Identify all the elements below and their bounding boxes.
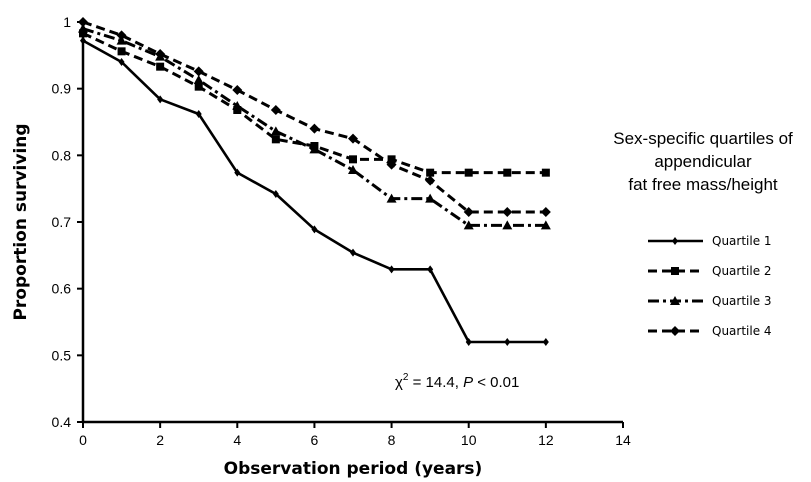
- legend-swatch-marker: [670, 296, 680, 305]
- legend-label: Quartile 4: [712, 324, 772, 338]
- x-tick-label: 2: [156, 432, 164, 448]
- y-axis-title: Proportion surviving: [11, 123, 31, 320]
- data-point: [387, 155, 396, 164]
- chi-symbol: χ: [395, 374, 403, 391]
- chi-square-annotation: χ2 = 14.4, P < 0.01: [395, 372, 519, 391]
- data-point: [270, 126, 281, 136]
- data-point: [309, 123, 320, 134]
- y-tick-label: 0.8: [52, 147, 72, 163]
- legend-title-line: fat free mass/height: [628, 175, 778, 194]
- legend: Sex-specific quartiles of appendicular fat…: [613, 129, 793, 338]
- x-tick-label: 14: [615, 432, 631, 448]
- data-point: [542, 338, 549, 346]
- data-point: [117, 47, 126, 56]
- data-point: [425, 175, 436, 186]
- data-point: [309, 144, 320, 154]
- x-tick-label: 0: [79, 432, 87, 448]
- data-point: [386, 193, 397, 203]
- stat-value: = 14.4,: [408, 374, 463, 391]
- x-tick-label: 4: [233, 432, 241, 448]
- data-point: [195, 110, 202, 118]
- series-line: [82, 39, 546, 344]
- series-line: [82, 20, 546, 214]
- data-point: [386, 159, 397, 170]
- p-symbol: P: [463, 374, 473, 391]
- y-tick-label: 0.5: [52, 347, 72, 363]
- data-point: [541, 168, 550, 177]
- data-point: [272, 190, 279, 198]
- legend-label: Quartile 1: [712, 234, 772, 248]
- data-point: [465, 338, 472, 346]
- data-point: [463, 207, 474, 217]
- series-4: [78, 17, 551, 217]
- x-axis-title: Observation period (years): [224, 459, 483, 479]
- y-tick-label: 1: [63, 14, 71, 30]
- data-point: [155, 49, 166, 59]
- series-1: [80, 36, 549, 346]
- legend-title-line: appendicular: [654, 152, 752, 171]
- data-point: [388, 265, 395, 274]
- data-point: [348, 165, 358, 174]
- x-tick-label: 6: [311, 432, 319, 448]
- p-value: < 0.01: [473, 374, 519, 391]
- legend-swatch-marker: [672, 237, 678, 245]
- legend-label: Quartile 3: [712, 294, 772, 308]
- x-tick-label: 8: [388, 432, 396, 448]
- data-point: [157, 95, 164, 104]
- data-point: [464, 168, 473, 177]
- data-point: [118, 58, 125, 66]
- legend-swatch-marker: [670, 326, 680, 336]
- labels-layer: 0.40.50.60.70.80.910 2 4 6 8 10 12 14Observatio…: [11, 14, 631, 479]
- data-point: [502, 207, 513, 217]
- data-point: [350, 248, 356, 257]
- data-point: [504, 338, 511, 346]
- data-point: [425, 193, 436, 203]
- legend-title-line: Sex-specific quartiles of: [613, 129, 793, 148]
- data-point: [463, 220, 474, 230]
- data-point: [427, 265, 434, 274]
- y-tick-label: 0.6: [52, 281, 72, 297]
- data-point: [232, 85, 243, 95]
- data-point: [193, 66, 204, 77]
- legend-label: Quartile 2: [712, 264, 772, 278]
- data-point: [502, 220, 513, 230]
- y-tick-label: 0.4: [52, 414, 72, 430]
- data-point: [311, 225, 318, 234]
- series-layer: [78, 17, 551, 346]
- data-point: [426, 168, 435, 177]
- axes-layer: [77, 20, 624, 428]
- data-point: [194, 82, 203, 91]
- data-point: [193, 75, 204, 84]
- data-point: [540, 220, 551, 230]
- x-tick-label: 10: [461, 432, 477, 448]
- data-point: [540, 207, 551, 217]
- data-point: [349, 155, 357, 164]
- data-point: [116, 30, 127, 41]
- data-point: [234, 168, 241, 177]
- data-point: [271, 135, 280, 144]
- y-tick-label: 0.7: [52, 214, 72, 230]
- data-point: [348, 133, 358, 144]
- superscript: 2: [403, 372, 409, 383]
- data-point: [232, 101, 243, 110]
- x-tick-label: 12: [538, 432, 554, 448]
- legend-swatch-marker: [671, 267, 679, 275]
- data-point: [156, 62, 165, 71]
- y-tick-label: 0.9: [52, 81, 72, 97]
- data-point: [270, 105, 281, 115]
- data-point: [503, 168, 512, 177]
